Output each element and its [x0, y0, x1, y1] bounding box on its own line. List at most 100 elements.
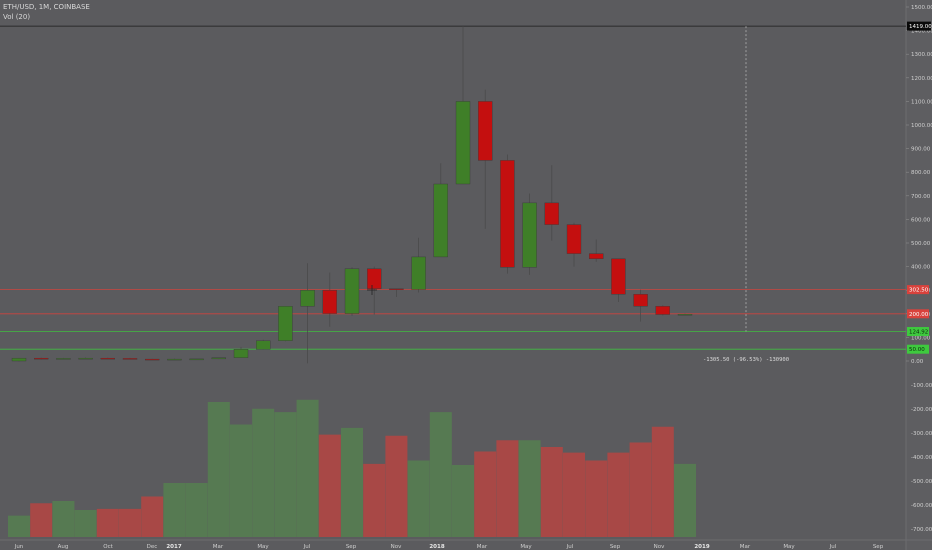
- volume-bar[interactable]: [341, 427, 363, 537]
- volume-bar[interactable]: [563, 452, 585, 537]
- volume-bar[interactable]: [474, 451, 497, 538]
- volume-bar[interactable]: [30, 503, 53, 537]
- time-axis-label: 2019: [694, 544, 709, 550]
- volume-bar[interactable]: [518, 440, 541, 537]
- volume-bar[interactable]: [296, 399, 319, 537]
- time-axis-label: Jul: [829, 544, 837, 550]
- time-axis-label: Jun: [14, 544, 24, 550]
- volume-bar[interactable]: [185, 483, 208, 537]
- price-tick-label: 1200.00: [911, 76, 932, 82]
- candle-body[interactable]: [455, 101, 471, 185]
- candle-body[interactable]: [167, 358, 182, 361]
- candle-body[interactable]: [11, 357, 27, 362]
- volume-bar[interactable]: [363, 463, 386, 537]
- time-axis-label: Sep: [346, 544, 357, 550]
- volume-bar[interactable]: [274, 412, 297, 537]
- price-tick-label: 100.00: [911, 335, 931, 341]
- volume-bar[interactable]: [407, 460, 430, 538]
- price-tick-label: 700.00: [911, 194, 931, 200]
- candle-body[interactable]: [211, 357, 227, 360]
- time-axis-label: Mar: [213, 544, 224, 550]
- price-line-label: 200.00: [909, 312, 929, 318]
- time-axis-label: Jul: [566, 544, 574, 550]
- candle-body[interactable]: [34, 357, 49, 360]
- candle-body[interactable]: [144, 358, 160, 361]
- volume-bar[interactable]: [385, 435, 408, 537]
- price-tick-label: 400.00: [911, 265, 931, 271]
- volume-tick-label: -200.00: [911, 407, 932, 413]
- volume-bar[interactable]: [429, 412, 452, 537]
- price-tick-label: 1400.00: [911, 29, 932, 35]
- volume-bar[interactable]: [207, 402, 230, 537]
- time-axis-label: Dec: [147, 544, 158, 550]
- volume-bar[interactable]: [629, 442, 652, 538]
- candle-body[interactable]: [233, 349, 249, 358]
- volume-bar[interactable]: [452, 465, 474, 537]
- candle-body[interactable]: [655, 306, 670, 315]
- volume-bar[interactable]: [52, 501, 75, 537]
- candle-body[interactable]: [522, 202, 537, 268]
- volume-bar[interactable]: [8, 515, 30, 537]
- candle-body[interactable]: [633, 294, 648, 307]
- price-line-label: 302.50: [909, 288, 929, 294]
- candle-body[interactable]: [256, 340, 271, 350]
- volume-bar[interactable]: [540, 447, 563, 537]
- price-tick-label: 600.00: [911, 217, 931, 223]
- time-axis-label: Sep: [610, 544, 621, 550]
- volume-bar[interactable]: [119, 508, 141, 537]
- time-axis-label: Sep: [873, 544, 884, 550]
- time-axis-label: May: [257, 544, 269, 550]
- volume-bar[interactable]: [607, 452, 630, 537]
- volume-tick-label: -700.00: [911, 527, 932, 533]
- price-line-badge: [907, 327, 929, 337]
- volume-bar[interactable]: [163, 483, 186, 537]
- candle-body[interactable]: [367, 268, 382, 289]
- price-line-badge: [907, 309, 929, 319]
- price-tick-label: 1500.00: [911, 5, 932, 11]
- last-price-label: 1419.00: [909, 24, 932, 30]
- volume-bar[interactable]: [141, 496, 164, 538]
- price-tick-label: 500.00: [911, 241, 931, 247]
- candle-body[interactable]: [344, 268, 360, 314]
- symbol-title[interactable]: ETH/USD, 1M, COINBASE: [3, 3, 90, 11]
- volume-bar[interactable]: [252, 408, 275, 537]
- volume-tick-label: -600.00: [911, 503, 932, 509]
- time-axis-label: Aug: [58, 544, 69, 550]
- candle-body[interactable]: [100, 357, 116, 360]
- volume-tick-label: -100.00: [911, 383, 932, 389]
- volume-bar[interactable]: [585, 460, 608, 538]
- candle-body[interactable]: [122, 358, 138, 360]
- candle-body[interactable]: [189, 358, 204, 361]
- candle-body[interactable]: [544, 202, 559, 225]
- candle-body[interactable]: [589, 253, 604, 260]
- candle-body[interactable]: [566, 224, 582, 254]
- candle-body[interactable]: [56, 358, 71, 360]
- candle-body[interactable]: [433, 183, 448, 258]
- candle-body[interactable]: [322, 290, 337, 314]
- time-axis-label: May: [520, 544, 532, 550]
- volume-indicator-label[interactable]: Vol (20): [3, 13, 31, 21]
- candle-body[interactable]: [411, 256, 426, 290]
- volume-bar[interactable]: [74, 510, 97, 537]
- volume-bar[interactable]: [674, 463, 696, 537]
- price-axis[interactable]: [906, 0, 932, 550]
- candle-body[interactable]: [278, 306, 293, 341]
- time-axis-label: 2018: [429, 544, 444, 550]
- time-axis-label: Oct: [103, 544, 113, 550]
- candle-body[interactable]: [300, 290, 315, 307]
- volume-bar[interactable]: [230, 424, 252, 538]
- volume-tick-label: -500.00: [911, 479, 932, 485]
- volume-bar[interactable]: [651, 426, 674, 537]
- candle-body[interactable]: [611, 258, 626, 295]
- candle-body[interactable]: [389, 288, 404, 290]
- volume-bar[interactable]: [496, 440, 519, 537]
- last-price-badge: [907, 21, 931, 31]
- candle-body[interactable]: [677, 314, 693, 316]
- volume-bar[interactable]: [318, 434, 341, 537]
- time-axis-label: Nov: [391, 544, 402, 550]
- candle-body[interactable]: [500, 160, 515, 268]
- candle-body[interactable]: [478, 101, 493, 161]
- volume-bar[interactable]: [96, 508, 119, 537]
- candle-body[interactable]: [78, 357, 93, 360]
